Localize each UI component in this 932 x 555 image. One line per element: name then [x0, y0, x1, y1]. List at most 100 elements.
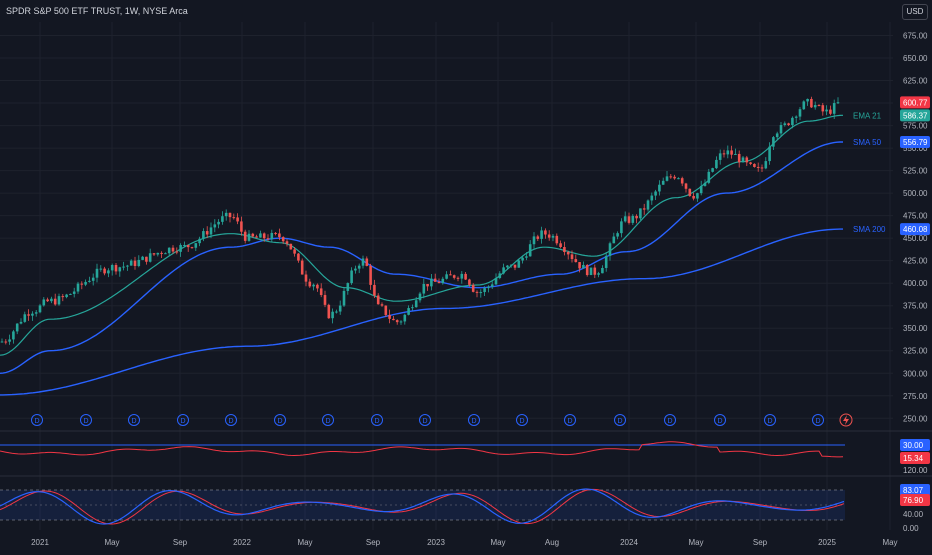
- candle-body: [468, 279, 471, 285]
- candle-body: [95, 268, 99, 278]
- candle-body: [734, 153, 737, 155]
- value-labels: 600.77 586.37 556.79 460.08 EMA 21 SMA 50 SMA …: [853, 96, 930, 506]
- candle-body: [635, 215, 638, 219]
- candle-body: [585, 264, 589, 276]
- rsi-line: [0, 441, 844, 458]
- candle-body: [597, 273, 600, 275]
- candle-body: [718, 153, 722, 160]
- candle-body: [494, 277, 498, 285]
- candle-body: [703, 182, 707, 186]
- candle-body: [88, 280, 91, 282]
- price-tick-label: 375.00: [903, 302, 928, 311]
- candle-body: [521, 257, 524, 261]
- candle-body: [532, 236, 536, 245]
- candle-body: [688, 188, 692, 196]
- candle-body: [262, 233, 266, 239]
- candle-body: [304, 274, 308, 282]
- dividend-marker-circle: [564, 414, 576, 426]
- candle-body: [12, 331, 15, 340]
- candle-body: [376, 295, 380, 305]
- candle-body: [61, 296, 65, 298]
- candle-body: [308, 281, 312, 287]
- candle-body: [418, 293, 422, 301]
- price-tick-label: 475.00: [903, 212, 928, 221]
- candle-body: [528, 244, 532, 257]
- candle-body: [608, 243, 612, 256]
- candle-body: [0, 341, 4, 343]
- candle-body: [460, 273, 464, 279]
- candle-body: [53, 298, 57, 305]
- candle-body: [547, 234, 551, 238]
- candle-body: [278, 233, 281, 238]
- dividend-marker: D: [228, 418, 233, 425]
- price-tick-label: 300.00: [903, 369, 928, 378]
- candle-body: [274, 232, 277, 234]
- price-tick-label: 350.00: [903, 324, 928, 333]
- dividend-marker: D: [617, 418, 622, 425]
- candle-body: [445, 274, 448, 279]
- candle-body: [836, 102, 840, 104]
- stoch-k-line: [0, 488, 845, 525]
- candle-body: [373, 284, 376, 296]
- candle-body: [259, 233, 262, 238]
- currency-button[interactable]: USD: [902, 4, 928, 20]
- candle-body: [19, 321, 23, 324]
- candle-body: [194, 243, 198, 248]
- candle-body: [107, 270, 110, 274]
- candle-body: [730, 150, 733, 155]
- candle-body: [745, 157, 749, 163]
- chart-title: SPDR S&P 500 ETF TRUST, 1W, NYSE Arca: [6, 6, 188, 16]
- stoch-d-label-bg: [900, 494, 930, 506]
- indicator-name-label: SMA 50: [853, 138, 882, 147]
- candle-body: [673, 176, 676, 179]
- time-tick-label: Sep: [366, 538, 381, 547]
- candle-body: [471, 284, 475, 292]
- candle-body: [707, 171, 711, 183]
- candle-body: [601, 267, 604, 274]
- dividend-marker: D: [717, 418, 722, 425]
- candle-body: [589, 267, 593, 276]
- time-tick-label: Sep: [753, 538, 768, 547]
- candle-body: [392, 318, 395, 321]
- candle-body: [34, 312, 38, 314]
- candle-body: [152, 253, 156, 255]
- sma200-line: [0, 228, 843, 396]
- indicator-name-label: EMA 21: [853, 111, 882, 120]
- dividend-marker: D: [83, 418, 88, 425]
- candle-body: [479, 292, 483, 294]
- candle-body: [403, 314, 407, 322]
- candle-body: [38, 305, 42, 313]
- candle-body: [27, 314, 30, 316]
- candle-body: [437, 281, 441, 284]
- time-tick-label: May: [104, 538, 119, 547]
- candle-body: [202, 231, 205, 239]
- candle-body: [251, 233, 255, 237]
- candle-body: [141, 256, 144, 260]
- sma200-path: [0, 228, 843, 396]
- stoch-k-label: 83.07: [903, 486, 924, 495]
- candle-body: [544, 230, 547, 235]
- price-label-bg: [900, 109, 930, 122]
- lightning-icon: [839, 413, 853, 427]
- candle-body: [23, 314, 27, 322]
- candle-body: [764, 161, 768, 169]
- price-tick-label: 650.00: [903, 54, 928, 63]
- candle-body: [669, 176, 673, 178]
- dividend-marker-circle: [177, 414, 189, 426]
- price-label: 556.79: [903, 138, 928, 147]
- candle-body: [69, 293, 72, 295]
- candle-body: [76, 283, 80, 292]
- time-tick-label: 2022: [233, 538, 251, 547]
- time-tick-label: 2024: [620, 538, 638, 547]
- price-tick-label: 450.00: [903, 234, 928, 243]
- candle-body: [593, 267, 597, 275]
- candle-body: [631, 215, 635, 223]
- candle-body: [787, 123, 790, 126]
- candle-body: [517, 260, 521, 268]
- price-tick-label: 275.00: [903, 392, 928, 401]
- time-tick-label: 2021: [31, 538, 49, 547]
- candle-body: [50, 298, 53, 302]
- dividend-marker: D: [471, 418, 476, 425]
